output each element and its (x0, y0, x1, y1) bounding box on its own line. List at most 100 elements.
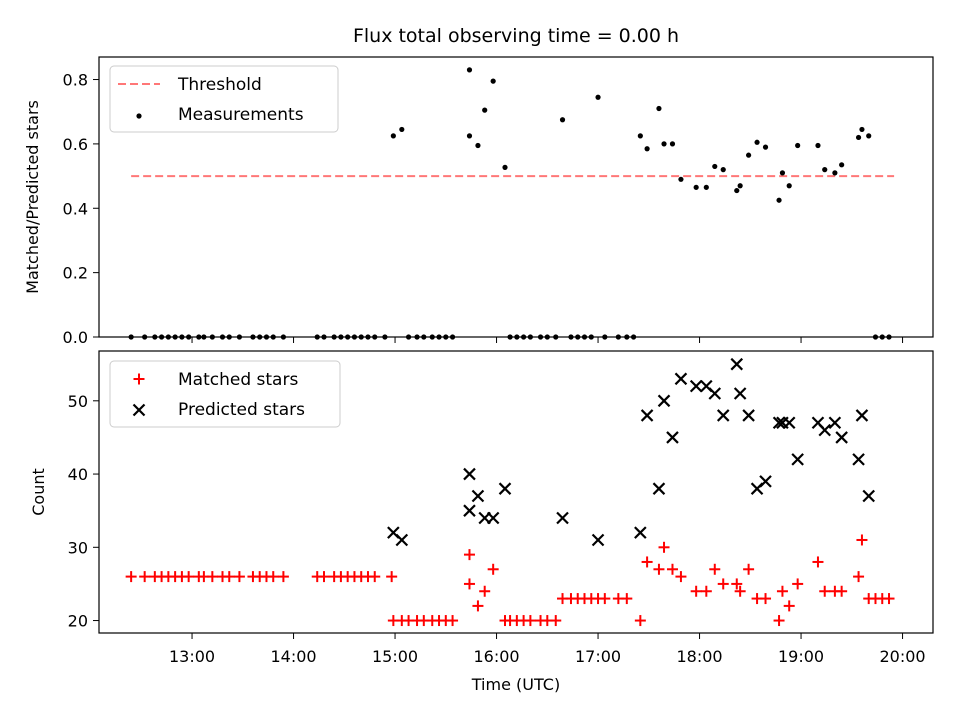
matched-point (318, 571, 330, 583)
predicted-point (708, 387, 722, 400)
predicted-point (818, 423, 832, 437)
measurement-point (839, 162, 845, 168)
marker-stroke (811, 416, 825, 430)
predicted-point (835, 431, 848, 444)
measurement-point (822, 167, 828, 173)
matched-point (206, 571, 218, 583)
top-y-axis: 0.0 0.2 0.4 0.6 0.8 (63, 71, 904, 347)
bottom-plot-frame (98, 350, 934, 634)
matched-point (550, 615, 562, 627)
legend-predicted-label: Predicted stars (178, 400, 305, 420)
marker-stroke (640, 409, 654, 422)
matched-point (731, 578, 743, 590)
marker-stroke (556, 511, 569, 525)
predicted-point (674, 372, 688, 386)
measurement-point (762, 144, 769, 150)
matched-point (734, 585, 746, 597)
x-tick-label: 19:00 (778, 647, 824, 666)
marker-stroke (132, 403, 146, 417)
bottom-y-axis-label: Count (29, 468, 48, 516)
measurement-point (661, 141, 667, 147)
marker-stroke (818, 423, 832, 437)
marker-stroke (791, 453, 804, 466)
measurement-point (815, 142, 821, 149)
matched-point (369, 571, 381, 583)
measurement-point (644, 146, 650, 152)
matched-point (856, 534, 868, 546)
matched-point (776, 585, 788, 597)
matched-point (472, 600, 484, 612)
predicted-point (716, 409, 730, 422)
predicted-point (652, 482, 666, 495)
measurement-point (712, 163, 718, 170)
measurement-point (746, 152, 752, 158)
predicted-point (486, 511, 500, 525)
measurement-point (669, 141, 676, 147)
top-y-axis-label: Matched/Predicted stars (23, 100, 42, 294)
marker-stroke (666, 431, 679, 444)
measurement-point (466, 67, 473, 73)
bottom-plot-area (125, 357, 895, 627)
measurement-point (776, 197, 782, 203)
measurement-point (637, 133, 643, 139)
top-legend-box (109, 65, 339, 133)
matched-point (773, 615, 785, 627)
x-axis-label: Time (UTC) (471, 675, 560, 694)
measurement-point (390, 133, 396, 139)
top-y-tick-label: 0.6 (63, 135, 88, 154)
measurement-point (502, 164, 508, 170)
matched-point (599, 593, 611, 605)
matched-point (463, 578, 475, 590)
matched-point (233, 571, 245, 583)
x-tick-label: 14:00 (270, 647, 316, 666)
measurement-point (490, 78, 496, 84)
marker-stroke (742, 409, 755, 422)
x-tick-label: 17:00 (575, 647, 621, 666)
marker-stroke (855, 409, 869, 422)
predicted-point (657, 394, 671, 408)
measurement-point (737, 183, 743, 189)
matched-point (743, 563, 755, 575)
top-y-tick-label: 0.0 (63, 328, 88, 347)
measurement-point (595, 94, 601, 100)
measurement-point (720, 167, 726, 173)
predicted-point (666, 431, 679, 444)
top-plot-frame (98, 56, 934, 338)
chart-title: Flux total observing time = 0.00 h (353, 25, 679, 47)
bottom-y-tick-label: 40 (68, 465, 88, 484)
bottom-y-axis: 20 30 40 50 (68, 392, 99, 631)
marker-stroke (782, 416, 796, 430)
predicted-point (689, 379, 703, 393)
bottom-legend: Matched stars Predicted stars (109, 360, 341, 428)
matched-point (783, 600, 795, 612)
matched-point (709, 563, 721, 575)
matched-point (267, 571, 279, 583)
x-tick-label: 15:00 (372, 647, 418, 666)
matched-point (883, 593, 895, 605)
measurement-point (734, 187, 740, 194)
marker-stroke (716, 409, 730, 422)
legend-threshold-label: Threshold (177, 75, 262, 95)
predicted-point (733, 387, 747, 400)
marker-stroke (700, 379, 713, 393)
predicted-point (828, 416, 842, 430)
matched-point (653, 563, 665, 575)
matched-point (717, 578, 729, 590)
matched-point (524, 615, 536, 627)
measurement-point (832, 170, 838, 176)
matched-point (812, 556, 824, 568)
matched-point (125, 571, 137, 583)
marker-stroke (471, 489, 485, 503)
top-y-tick-label: 0.2 (63, 264, 88, 283)
marker-stroke (689, 379, 703, 393)
predicted-point (395, 533, 409, 547)
marker-stroke (395, 533, 409, 547)
x-tick-label: 18:00 (676, 647, 722, 666)
top-y-tick-label: 0.8 (63, 71, 88, 90)
measurement-point (399, 126, 405, 133)
measurement-point (866, 133, 872, 139)
predicted-point (759, 475, 772, 488)
matched-point (487, 563, 499, 575)
